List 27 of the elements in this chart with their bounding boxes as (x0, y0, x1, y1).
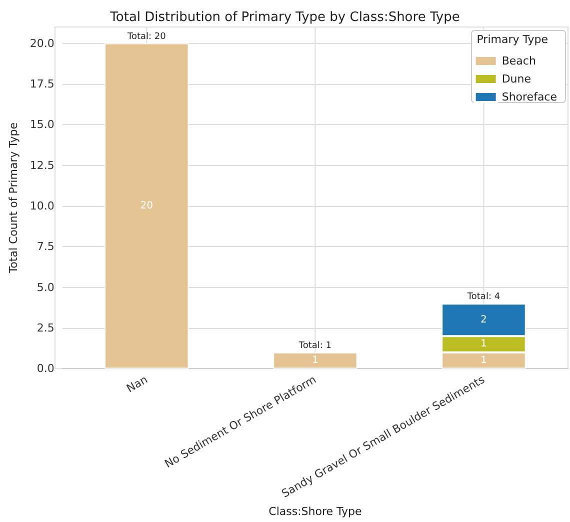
chart-title: Total Distribution of Primary Type by Class:Shore Type (109, 10, 460, 25)
bar (273, 352, 358, 369)
y-tick-label: 5.0 (36, 280, 54, 294)
y-tick-label: 10.0 (30, 199, 54, 212)
y-tick-label: 12.5 (30, 158, 54, 172)
total-label: Total: 20 (126, 32, 166, 42)
x-axis-title: Class:Shore Type (268, 505, 362, 518)
total-label: Total: 4 (466, 292, 500, 302)
legend-label: Dune (502, 72, 532, 86)
legend-label: Shoreface (502, 90, 558, 104)
y-tick-label: 0.0 (36, 362, 54, 376)
y-tick-label: 17.5 (30, 77, 54, 90)
legend-title: Primary Type (476, 33, 548, 46)
data-label: 1 (312, 355, 318, 366)
data-label: 1 (480, 338, 487, 350)
y-tick-label: 2.5 (36, 321, 54, 334)
total-label: Total: 1 (298, 340, 332, 351)
bar (104, 43, 189, 369)
x-tick-label: Nan (124, 373, 150, 396)
data-label: 1 (480, 355, 487, 366)
y-axis-title: Total Count of Primary Type (7, 122, 20, 274)
data-label: 20 (140, 200, 154, 212)
y-tick-label: 7.5 (36, 240, 54, 254)
y-tick-label: 20.0 (30, 36, 54, 50)
y-tick-label: 15.0 (30, 118, 54, 132)
legend-label: Beach (502, 54, 536, 68)
data-label: 2 (480, 314, 487, 326)
